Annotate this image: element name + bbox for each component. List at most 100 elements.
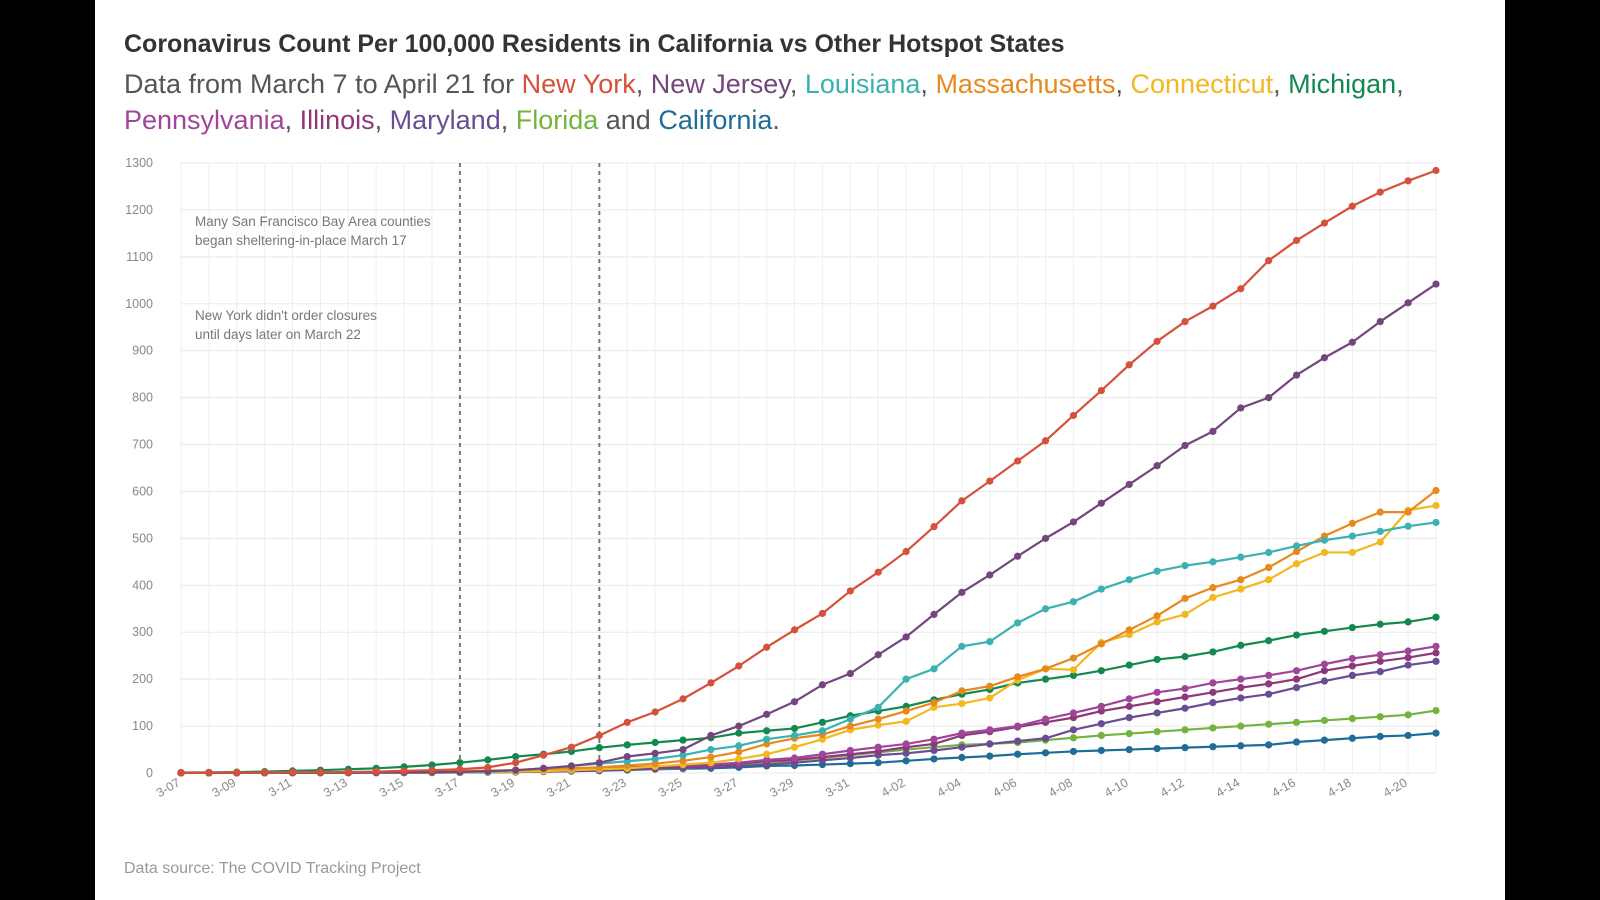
data-point: [651, 749, 659, 757]
data-point: [1209, 679, 1217, 687]
y-tick-label: 800: [132, 391, 153, 405]
data-point: [1404, 653, 1412, 662]
data-point: [400, 767, 408, 775]
data-point: [1181, 653, 1189, 661]
data-point: [1181, 704, 1189, 712]
data-point: [1265, 720, 1273, 728]
data-point: [986, 752, 994, 760]
data-point: [1376, 713, 1384, 721]
data-point: [1237, 404, 1245, 412]
series-line-new-jersey: [180, 283, 1437, 775]
data-point: [1097, 702, 1105, 710]
data-point: [1404, 647, 1412, 655]
data-point: [1014, 750, 1022, 758]
data-point: [1348, 623, 1356, 632]
data-point: [1237, 742, 1245, 750]
annotation-text: until days later on March 22: [195, 327, 361, 342]
data-point: [623, 741, 631, 749]
series-line-massachusetts: [180, 489, 1437, 774]
data-point: [1376, 668, 1384, 676]
subtitle-state-new-york: New York: [521, 69, 636, 99]
data-point: [846, 722, 854, 730]
data-point: [1181, 693, 1189, 701]
data-point: [790, 754, 799, 762]
data-point: [902, 707, 910, 715]
x-tick-label: 4-16: [1269, 775, 1298, 800]
data-point: [1376, 318, 1384, 326]
x-tick-label: 3-21: [544, 775, 573, 800]
x-tick-label: 3-13: [321, 775, 350, 800]
data-point: [1292, 718, 1301, 726]
data-point: [1376, 732, 1384, 741]
data-point: [1125, 576, 1133, 584]
x-tick-label: 4-20: [1381, 775, 1410, 800]
data-point: [930, 523, 938, 531]
data-point: [1125, 480, 1133, 489]
subtitle-state-florida: Florida: [515, 105, 599, 135]
y-tick-label: 1000: [125, 297, 153, 311]
data-point: [1125, 729, 1133, 738]
series-louisiana: [177, 518, 1440, 777]
data-point: [846, 715, 854, 723]
data-point: [1292, 547, 1301, 556]
data-point: [1404, 522, 1412, 530]
data-point: [874, 759, 882, 767]
x-tick-label: 4-08: [1046, 775, 1075, 800]
data-point: [1125, 745, 1133, 754]
data-point: [902, 547, 910, 556]
annotation-text: began sheltering-in-place March 17: [195, 233, 407, 248]
subtitle-separator: ,: [635, 69, 651, 99]
subtitle-state-connecticut: Connecticut: [1130, 69, 1274, 99]
series-new-york: [177, 166, 1440, 777]
data-point: [874, 715, 882, 723]
data-point: [595, 744, 603, 752]
data-point: [456, 765, 464, 773]
data-point: [874, 568, 882, 576]
subtitle-separator: ,: [1115, 69, 1131, 99]
series-line-new-york: [180, 169, 1437, 774]
data-point: [205, 769, 213, 777]
data-point: [1404, 177, 1412, 185]
x-tick-label: 3-19: [488, 775, 517, 800]
data-point: [1014, 722, 1022, 730]
subtitle-state-massachusetts: Massachusetts: [935, 69, 1116, 99]
data-point: [1153, 567, 1161, 575]
data-point: [177, 769, 185, 777]
data-point: [902, 757, 910, 765]
data-point: [1320, 219, 1329, 227]
data-point: [958, 753, 966, 762]
data-point: [874, 721, 882, 729]
data-point: [1348, 532, 1356, 540]
data-point: [1237, 694, 1245, 702]
data-point: [1181, 744, 1189, 752]
x-tick-label: 4-14: [1214, 775, 1243, 800]
data-point: [902, 749, 910, 757]
data-point: [707, 679, 715, 687]
data-point: [1432, 486, 1440, 495]
subtitle-separator: ,: [500, 105, 516, 135]
data-point: [1320, 627, 1329, 635]
chart-card: Coronavirus Count Per 100,000 Residents …: [95, 0, 1505, 900]
data-point: [1041, 675, 1050, 683]
data-point: [763, 643, 771, 651]
subtitle-state-new-jersey: New Jersey: [650, 69, 790, 99]
y-tick-label: 1300: [125, 156, 153, 170]
data-point: [1292, 542, 1301, 550]
subtitle-state-louisiana: Louisiana: [804, 69, 921, 99]
data-point: [1348, 671, 1356, 680]
data-point: [1320, 716, 1329, 725]
data-point: [958, 642, 966, 650]
data-point: [1348, 338, 1356, 346]
data-point: [1432, 518, 1440, 527]
data-source: Data source: The COVID Tracking Project: [124, 860, 421, 877]
y-tick-label: 100: [132, 719, 153, 733]
data-point: [1125, 661, 1133, 669]
x-tick-label: 3-15: [377, 775, 406, 800]
data-point: [958, 687, 966, 695]
data-point: [1069, 726, 1078, 734]
data-point: [679, 695, 687, 703]
data-point: [623, 718, 631, 726]
subtitle-separator: ,: [284, 105, 300, 135]
data-point: [1237, 585, 1245, 593]
data-point: [1097, 640, 1105, 648]
